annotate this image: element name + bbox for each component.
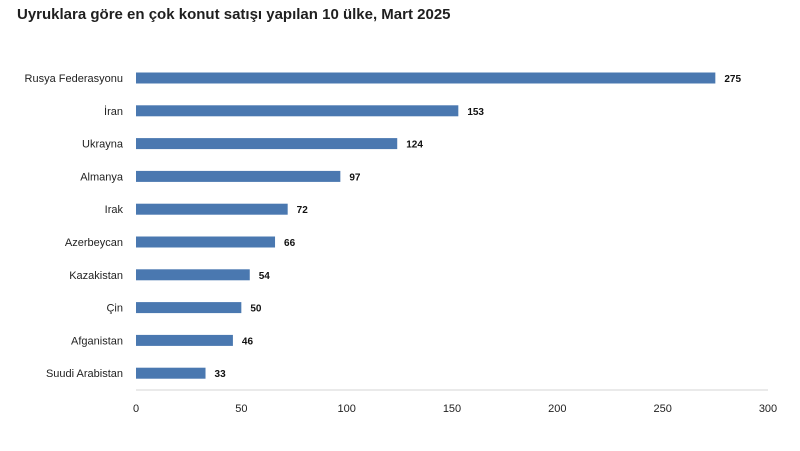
category-label: Azerbeycan (65, 237, 123, 249)
bar (136, 72, 716, 84)
category-label: Irak (105, 204, 124, 216)
category-labels: Rusya Federasyonu İran Ukrayna Almanya Irak A… (25, 73, 124, 380)
x-tick-label: 200 (548, 403, 566, 415)
x-tick-label: 100 (337, 403, 355, 415)
category-label: Çin (106, 303, 123, 315)
data-label: 54 (259, 271, 271, 282)
data-label: 33 (215, 369, 227, 380)
category-label: Kazakistan (69, 270, 123, 282)
bar (136, 367, 206, 379)
category-label: Ukrayna (82, 139, 124, 151)
bar (136, 302, 242, 314)
bar (136, 334, 233, 346)
category-label: Suudi Arabistan (46, 368, 123, 380)
x-tick-label: 0 (133, 403, 139, 415)
data-label: 153 (467, 107, 484, 118)
bar (136, 138, 398, 150)
data-label: 275 (724, 74, 741, 85)
bars-group (136, 72, 716, 379)
category-label: Almanya (80, 171, 124, 183)
value-labels: 275 153 124 97 72 66 54 50 46 33 (215, 74, 742, 380)
x-tick-label: 50 (235, 403, 247, 415)
bar (136, 203, 288, 215)
bar (136, 170, 341, 182)
data-label: 97 (349, 172, 361, 183)
category-label: Rusya Federasyonu (25, 73, 123, 85)
data-label: 66 (284, 238, 296, 249)
x-tick-label: 300 (759, 403, 777, 415)
bar (136, 269, 250, 281)
x-tick-label: 150 (443, 403, 461, 415)
bar (136, 236, 276, 248)
x-tick-labels: 0 50 100 150 200 250 300 (133, 403, 777, 415)
data-label: 124 (406, 140, 423, 151)
data-label: 50 (250, 304, 262, 315)
category-label: İran (104, 105, 123, 118)
bar (136, 105, 459, 117)
data-label: 46 (242, 336, 254, 347)
data-label: 72 (297, 205, 309, 216)
x-tick-label: 250 (653, 403, 671, 415)
chart-title: Uyruklara göre en çok konut satışı yapıl… (17, 6, 451, 23)
category-label: Afganistan (71, 335, 123, 347)
